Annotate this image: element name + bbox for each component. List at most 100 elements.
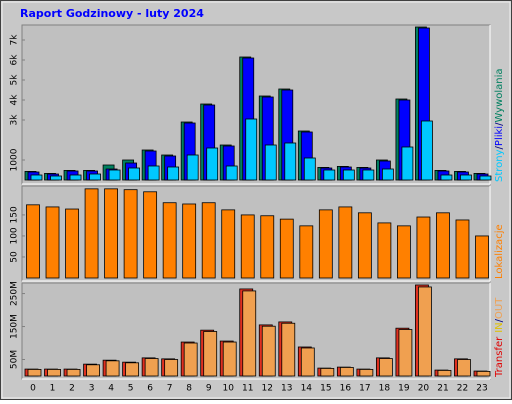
bar (264, 144, 277, 181)
x-tick-label: 0 (30, 384, 36, 394)
x-tick-label: 16 (340, 384, 352, 394)
bar (30, 174, 43, 181)
x-tick-label: 19 (398, 384, 410, 394)
x-tick-label: 6 (147, 384, 153, 394)
legend-entry: IN (494, 322, 505, 332)
y-tick-label: 7k (10, 34, 20, 46)
bar (437, 369, 452, 377)
bar (147, 165, 160, 181)
bar (299, 225, 314, 279)
bar (457, 359, 471, 377)
bar (320, 368, 335, 377)
x-tick-label: 10 (222, 384, 234, 394)
x-tick-label: 21 (437, 384, 448, 394)
bar (167, 166, 180, 181)
bar (455, 219, 470, 279)
bar (338, 206, 353, 279)
bar (362, 169, 375, 181)
y-tick-label: 50 (10, 251, 20, 263)
bar (279, 218, 294, 279)
legend-entry: Lokalizacje (494, 224, 505, 279)
x-tick-label: 12 (262, 384, 273, 394)
bar (281, 322, 296, 377)
x-tick-label: 2 (69, 384, 75, 394)
x-tick-label: 14 (301, 384, 313, 394)
bar (357, 212, 372, 279)
bar (65, 208, 79, 279)
bar (339, 367, 354, 377)
bar (222, 341, 237, 377)
bar (128, 167, 141, 181)
bar (125, 362, 140, 377)
bar (108, 169, 121, 181)
bar (401, 146, 414, 181)
y-tick-label: 4k (10, 94, 20, 106)
bar (318, 209, 333, 279)
y-tick-label: 150 (10, 206, 20, 223)
bar (182, 203, 197, 279)
y-tick-label: 100 (10, 227, 20, 244)
legend-entry: Pliki (494, 126, 505, 146)
legend-separator: / (494, 122, 505, 126)
legend: Transfer IN/OUT (494, 297, 505, 378)
y-tick-label: 50M (10, 350, 20, 369)
bar (476, 370, 491, 377)
x-tick-label: 1 (50, 384, 56, 394)
bar (416, 216, 431, 279)
y-tick-label: 5k (10, 74, 20, 86)
bar (378, 358, 393, 377)
x-tick-label: 22 (457, 384, 468, 394)
bar (186, 154, 199, 181)
bar (26, 204, 40, 279)
x-tick-label: 15 (320, 384, 331, 394)
legend-separator: / (494, 318, 505, 322)
bar (143, 191, 158, 279)
bar (47, 369, 61, 377)
bar (201, 202, 216, 279)
bar (342, 169, 355, 181)
x-tick-label: 11 (242, 384, 253, 394)
bar (242, 290, 257, 377)
bar (45, 206, 60, 279)
legend-separator: / (494, 145, 505, 149)
bar (50, 175, 62, 181)
bar (440, 174, 453, 181)
bar (381, 168, 394, 181)
bar (69, 174, 82, 181)
bar (104, 188, 118, 279)
bar (300, 347, 315, 377)
bar (66, 369, 81, 377)
x-tick-label: 9 (206, 384, 212, 394)
bar (86, 364, 100, 377)
y-tick-label: 1000 (10, 148, 20, 171)
legend-entry: OUT (494, 297, 505, 319)
bar (397, 225, 411, 279)
x-tick-label: 3 (89, 384, 95, 394)
bar (221, 209, 236, 279)
x-tick-label: 7 (167, 384, 173, 394)
bar (206, 147, 219, 181)
x-tick-label: 4 (108, 384, 114, 394)
bar (323, 169, 336, 181)
x-tick-label: 23 (476, 384, 487, 394)
bar (479, 175, 492, 181)
x-tick-label: 20 (418, 384, 430, 394)
x-tick-label: 5 (128, 384, 134, 394)
y-tick-label: 6k (10, 54, 20, 66)
bar (261, 325, 276, 377)
bar (225, 165, 238, 181)
bar (144, 358, 159, 377)
x-tick-label: 17 (359, 384, 370, 394)
legend: Lokalizacje (494, 224, 505, 279)
bar (183, 342, 198, 377)
y-tick-label: 250M (10, 281, 20, 306)
bar (421, 120, 433, 181)
bar (418, 286, 432, 377)
bar (359, 369, 374, 377)
bar (105, 360, 120, 377)
legend-entry: Wywolania (494, 68, 505, 122)
bar (164, 359, 179, 377)
bar (284, 142, 297, 181)
legend-entry: Strony (494, 149, 505, 182)
